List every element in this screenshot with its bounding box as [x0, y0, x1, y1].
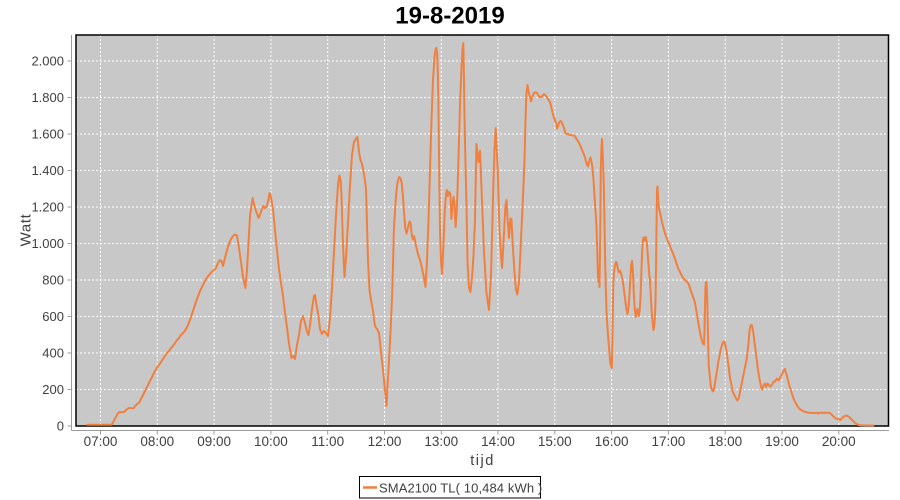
- svg-text:19-8-2019: 19-8-2019: [395, 3, 504, 30]
- svg-text:07:00: 07:00: [84, 434, 118, 449]
- svg-text:09:00: 09:00: [197, 434, 231, 449]
- svg-text:1.200: 1.200: [31, 200, 64, 215]
- svg-text:18:00: 18:00: [708, 434, 742, 449]
- svg-text:200: 200: [42, 382, 64, 397]
- svg-text:20:00: 20:00: [822, 434, 856, 449]
- svg-text:16:00: 16:00: [595, 434, 629, 449]
- svg-text:13:00: 13:00: [424, 434, 458, 449]
- svg-text:SMA2100 TL( 10,484 kWh ): SMA2100 TL( 10,484 kWh ): [379, 481, 542, 496]
- svg-text:1.400: 1.400: [31, 163, 64, 178]
- svg-text:08:00: 08:00: [140, 434, 174, 449]
- svg-text:0: 0: [57, 419, 64, 434]
- svg-text:1.000: 1.000: [31, 236, 64, 251]
- svg-text:17:00: 17:00: [652, 434, 686, 449]
- svg-text:tijd: tijd: [470, 453, 495, 469]
- svg-text:1.600: 1.600: [31, 127, 64, 142]
- svg-text:15:00: 15:00: [538, 434, 572, 449]
- svg-text:400: 400: [42, 346, 64, 361]
- svg-text:600: 600: [42, 309, 64, 324]
- svg-text:19:00: 19:00: [765, 434, 799, 449]
- svg-text:800: 800: [42, 273, 64, 288]
- svg-text:10:00: 10:00: [254, 434, 288, 449]
- svg-text:11:00: 11:00: [311, 434, 344, 449]
- svg-text:14:00: 14:00: [481, 434, 515, 449]
- svg-text:2.000: 2.000: [31, 54, 64, 69]
- svg-text:12:00: 12:00: [368, 434, 402, 449]
- svg-text:1.800: 1.800: [31, 90, 64, 105]
- svg-text:Watt: Watt: [18, 213, 35, 246]
